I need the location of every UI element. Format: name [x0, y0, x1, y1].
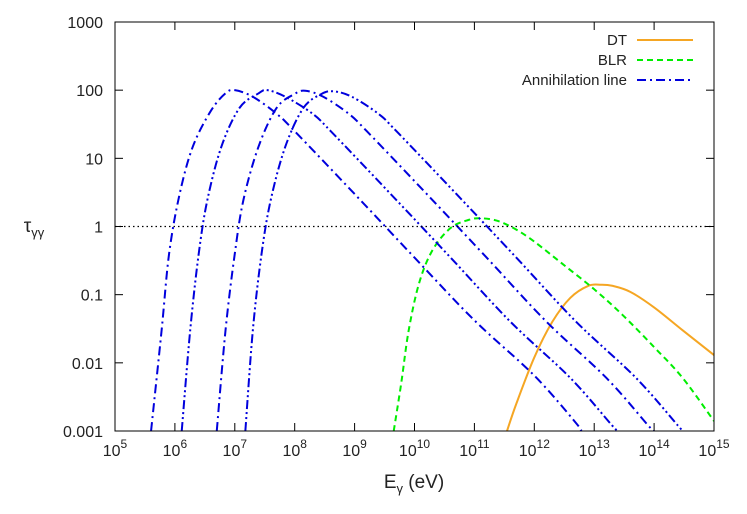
y-axis-label: τγγ	[24, 216, 45, 240]
x-tick-label: 1013	[579, 437, 610, 460]
x-tick-label: 107	[223, 437, 248, 460]
y-tick-label: 0.001	[63, 424, 103, 441]
series-layer	[150, 88, 714, 431]
legend-item: BLR	[598, 52, 693, 69]
x-tick-label: 1010	[399, 437, 430, 460]
legend-item: Annihilation line	[522, 72, 693, 89]
y-tick-label: 100	[76, 83, 103, 100]
y-tick-label: 1	[94, 220, 103, 237]
y-tick-label: 1000	[67, 15, 103, 32]
y-tick-labels: 0.001 0.01 0.1 1 10 100 1000	[63, 15, 103, 441]
series-line-unnamed-3	[180, 88, 619, 431]
x-tick-label: 1011	[459, 437, 490, 460]
x-tick-labels: 105 106 107 108 109 1010 1011 1012 1013 1014 1015	[103, 437, 730, 460]
series-line-dt	[506, 283, 714, 431]
y-tick-label: 0.01	[72, 356, 103, 373]
y-tick-label: 10	[85, 151, 103, 168]
plot-frame	[114, 21, 715, 432]
x-tick-label: 1012	[519, 437, 550, 460]
y-tick-label: 0.1	[81, 288, 103, 305]
legend-item: DT	[607, 32, 693, 49]
legend-label: Annihilation line	[522, 72, 627, 89]
x-tick-label: 1015	[698, 437, 729, 460]
x-axis-label: Eγ (eV)	[384, 472, 444, 496]
x-tick-label: 105	[103, 437, 128, 460]
legend: DT BLR Annihilation line	[522, 32, 693, 89]
x-tick-label: 109	[342, 437, 367, 460]
legend-label: DT	[607, 32, 627, 49]
x-tick-label: 108	[282, 437, 307, 460]
series-line-unnamed-4	[215, 89, 655, 431]
series-line-unnamed-5	[244, 90, 684, 431]
x-tick-label: 1014	[639, 437, 670, 460]
series-line-blr	[392, 217, 714, 431]
x-tick-label: 106	[163, 437, 188, 460]
legend-label: BLR	[598, 52, 627, 69]
series-line-annihilation-line	[150, 88, 583, 431]
